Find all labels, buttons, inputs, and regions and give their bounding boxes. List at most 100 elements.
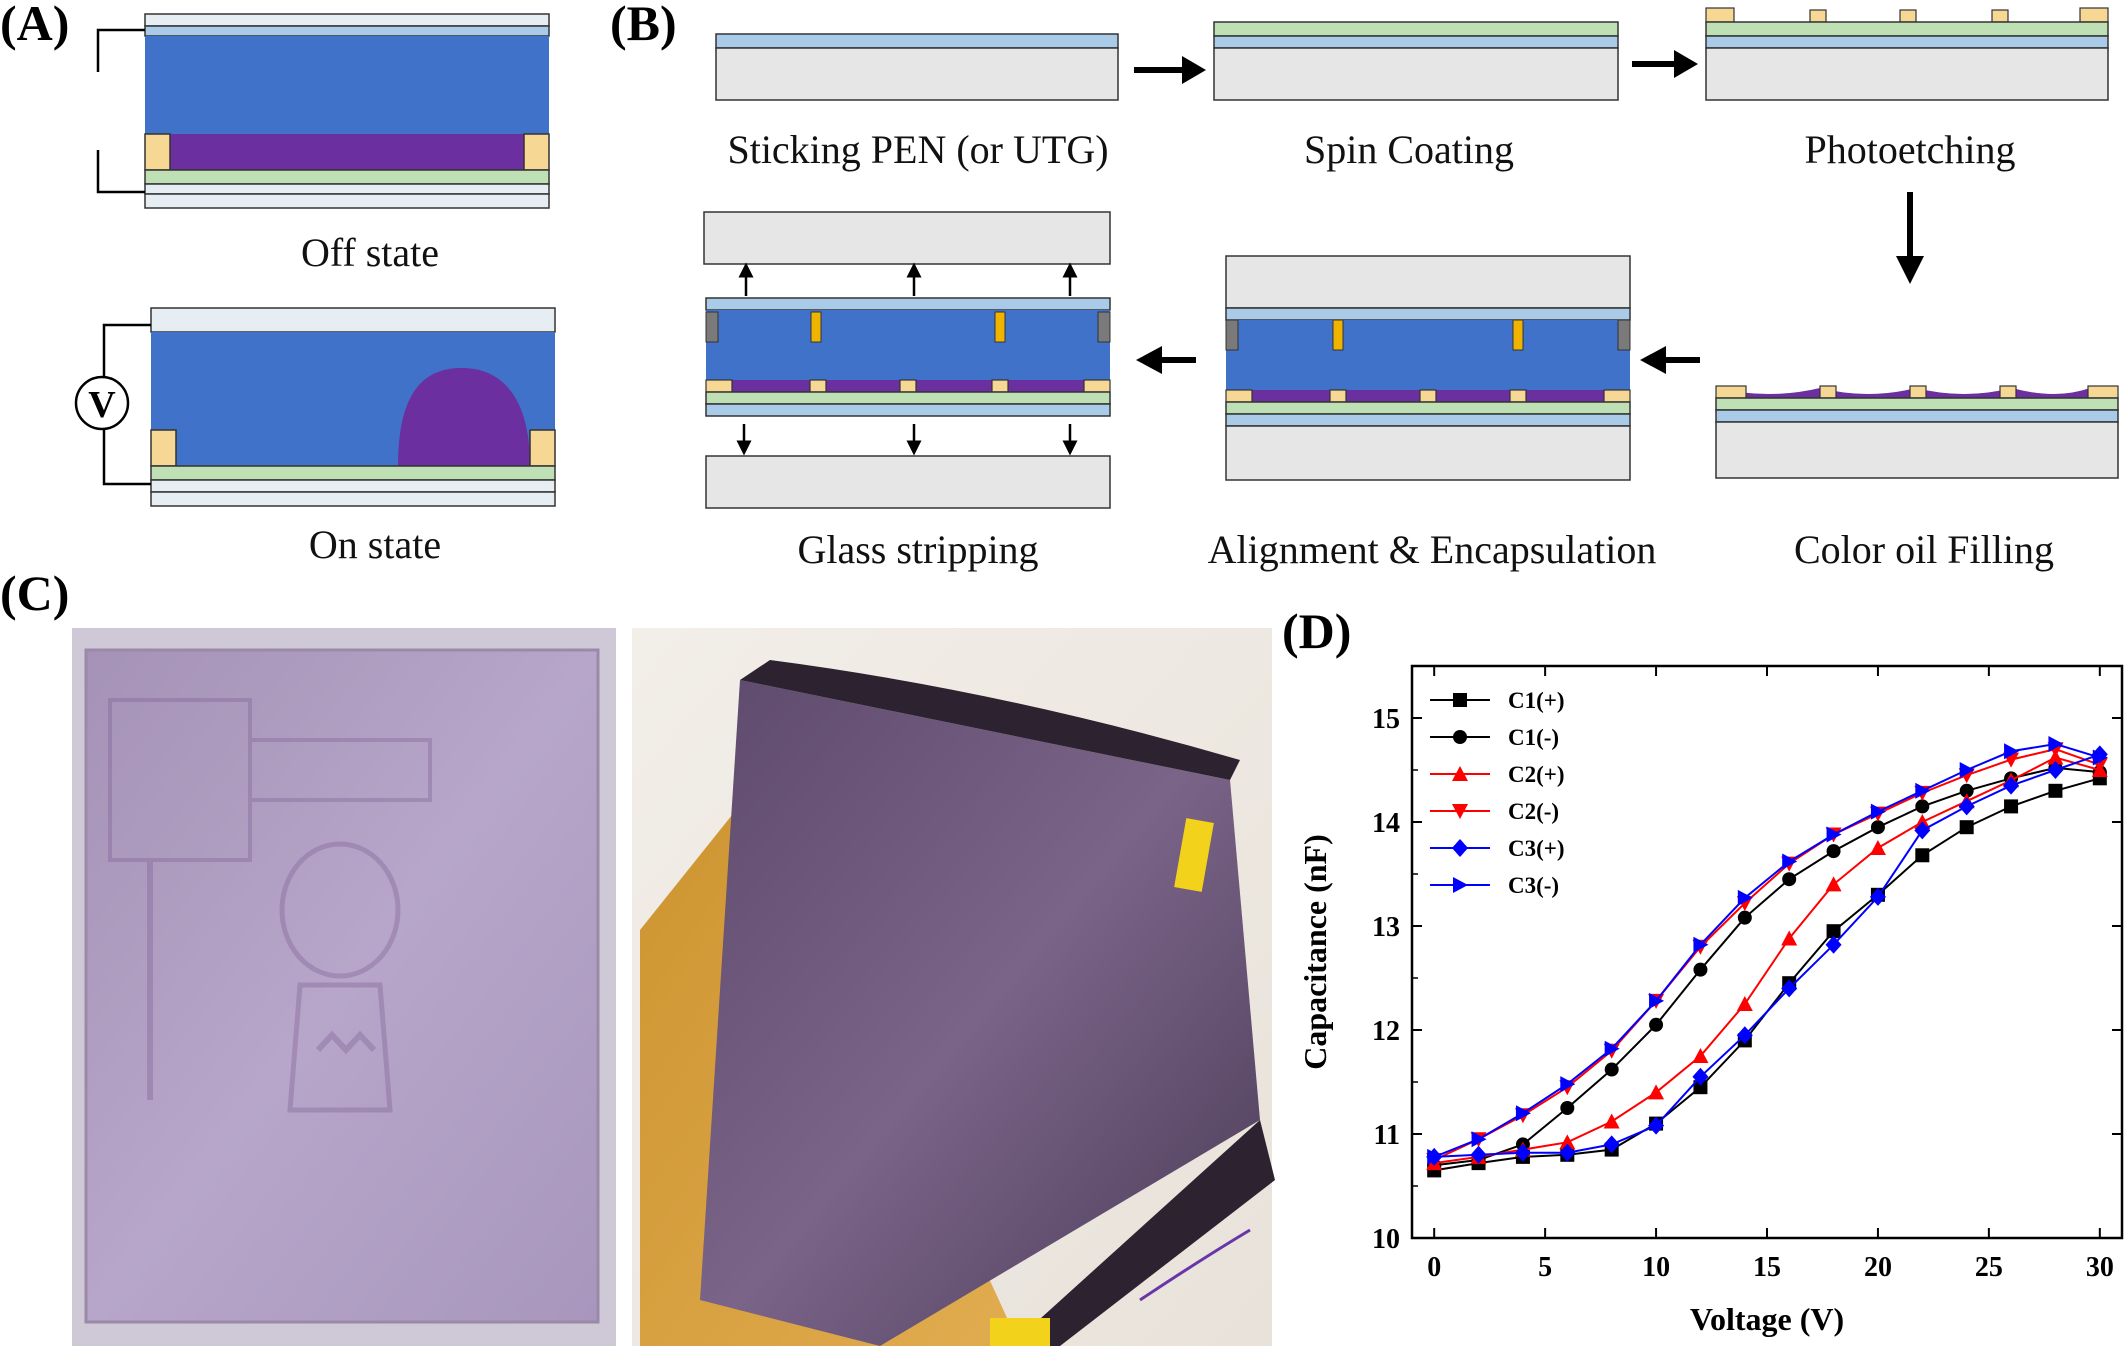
pen-layer <box>1705 35 2109 49</box>
tape-marker <box>1174 818 1214 892</box>
glass-substrate <box>1715 421 2119 479</box>
data-point-triangle-up <box>1603 1113 1620 1129</box>
top-pen <box>1225 307 1631 321</box>
dielectric <box>705 391 1111 405</box>
legend-label: C1(-) <box>1508 725 1559 750</box>
dielectric <box>150 465 556 481</box>
data-point-triangle-down <box>1452 804 1468 819</box>
x-tick-label: 20 <box>1864 1252 1892 1283</box>
pixel-wall <box>1999 385 2017 399</box>
on-wire-bottom <box>102 430 151 486</box>
series-layer <box>1426 736 2108 1178</box>
series-C3(-) <box>1427 736 2108 1165</box>
data-point-triangle-right <box>1782 853 1798 870</box>
pixel-wall <box>1899 9 1917 23</box>
data-point-triangle-right <box>1915 782 1931 799</box>
legend-label: C2(+) <box>1508 762 1565 787</box>
x-tick-label: 30 <box>2086 1252 2114 1283</box>
series-line <box>1434 756 2101 1165</box>
spacer <box>1512 319 1524 351</box>
data-point-diamond <box>1603 1135 1620 1154</box>
pixel-wall <box>1419 389 1437 403</box>
step-alignment-encapsulation <box>1225 255 1631 481</box>
glass-substrate <box>1705 47 2109 101</box>
data-point-triangle-up <box>1736 996 1753 1011</box>
photo-curved-display <box>632 628 1275 1346</box>
arrow-left-2-head <box>1136 346 1162 374</box>
axis-ticks: 0 5 10 15 20 25 30 10 11 12 13 14 15 <box>1372 666 2122 1283</box>
data-point-triangle-right <box>1515 1105 1531 1122</box>
data-point-diamond <box>1470 1145 1487 1164</box>
seal-left <box>705 311 719 343</box>
data-point-square <box>1453 693 1467 707</box>
pixel-wall <box>1329 389 1347 403</box>
off-state-diagram <box>96 13 550 209</box>
data-point-diamond <box>2003 776 2020 795</box>
pixel-wall <box>1909 385 1927 399</box>
data-point-triangle-right <box>1693 936 1709 953</box>
data-point-triangle-up <box>1869 840 1886 855</box>
off-state-label: Off state <box>301 230 439 275</box>
data-point-square <box>1959 820 1974 835</box>
y-tick-label: 12 <box>1372 1016 1400 1047</box>
pixel-wall-left <box>144 133 171 171</box>
oil-film <box>170 134 524 170</box>
data-point-diamond <box>2047 761 2064 779</box>
top-glass <box>144 13 550 27</box>
pixel-wall <box>1991 9 2009 23</box>
series-line <box>1433 742 2101 1158</box>
pixel-wall <box>1715 385 1747 399</box>
y-tick-label: 14 <box>1372 808 1400 839</box>
bottom-glass <box>144 193 550 209</box>
y-tick-label: 15 <box>1372 704 1400 735</box>
off-wire-bottom <box>96 150 145 194</box>
water-layer <box>706 310 1110 380</box>
legend: C1(+) C1(-) C2(+) C2(-) C3(+) C3(-) <box>1430 688 1565 898</box>
step-spin-coating <box>1213 21 1619 101</box>
spacer <box>810 311 822 343</box>
rolled-display <box>700 680 1260 1346</box>
voltage-symbol: V <box>88 384 116 426</box>
data-point-triangle-right <box>1649 992 1665 1009</box>
pen-layer <box>715 33 1119 49</box>
series-line <box>1434 766 2100 1167</box>
spacer <box>994 311 1006 343</box>
step-label-6: Glass stripping <box>797 527 1038 572</box>
bottom-pen <box>705 403 1111 417</box>
data-point-triangle-right <box>1453 877 1468 893</box>
pixel-wall <box>991 379 1009 393</box>
data-point-diamond <box>1452 839 1468 857</box>
panel-label-a: (A) <box>0 0 69 51</box>
data-point-triangle-right <box>2092 749 2108 766</box>
bottom-glass <box>1225 425 1631 481</box>
oil-film <box>1716 388 2090 398</box>
legend-label: C2(-) <box>1508 799 1559 824</box>
pixel-wall <box>1705 7 1735 23</box>
step-label-3: Photoetching <box>1804 127 2015 172</box>
data-point-circle <box>1560 1101 1575 1115</box>
data-point-diamond <box>1781 979 1798 998</box>
data-point-triangle-up <box>1692 1048 1709 1063</box>
data-point-circle <box>1915 799 1930 814</box>
released-bottom-glass <box>705 455 1111 509</box>
data-point-diamond <box>1869 887 1886 906</box>
data-point-triangle-right <box>1737 889 1753 906</box>
dielectric-coat <box>1705 21 2109 37</box>
data-point-triangle-up <box>1781 930 1798 946</box>
series-line <box>1434 753 2101 1158</box>
dielectric <box>144 169 550 185</box>
pixel-wall <box>1819 385 1837 399</box>
data-point-square <box>1915 848 1930 863</box>
arrow-left-1-head <box>1640 346 1666 374</box>
arrow-right-1-head <box>1182 56 1206 84</box>
pixel-wall <box>2079 7 2109 23</box>
bottom-electrode <box>150 479 556 493</box>
dielectric-coat <box>1715 397 2119 411</box>
data-point-diamond <box>1648 1116 1665 1135</box>
step-color-oil-filling <box>1715 385 2119 479</box>
data-point-diamond <box>1914 821 1931 840</box>
display-border <box>84 648 600 1324</box>
data-point-triangle-up <box>1648 1084 1665 1100</box>
